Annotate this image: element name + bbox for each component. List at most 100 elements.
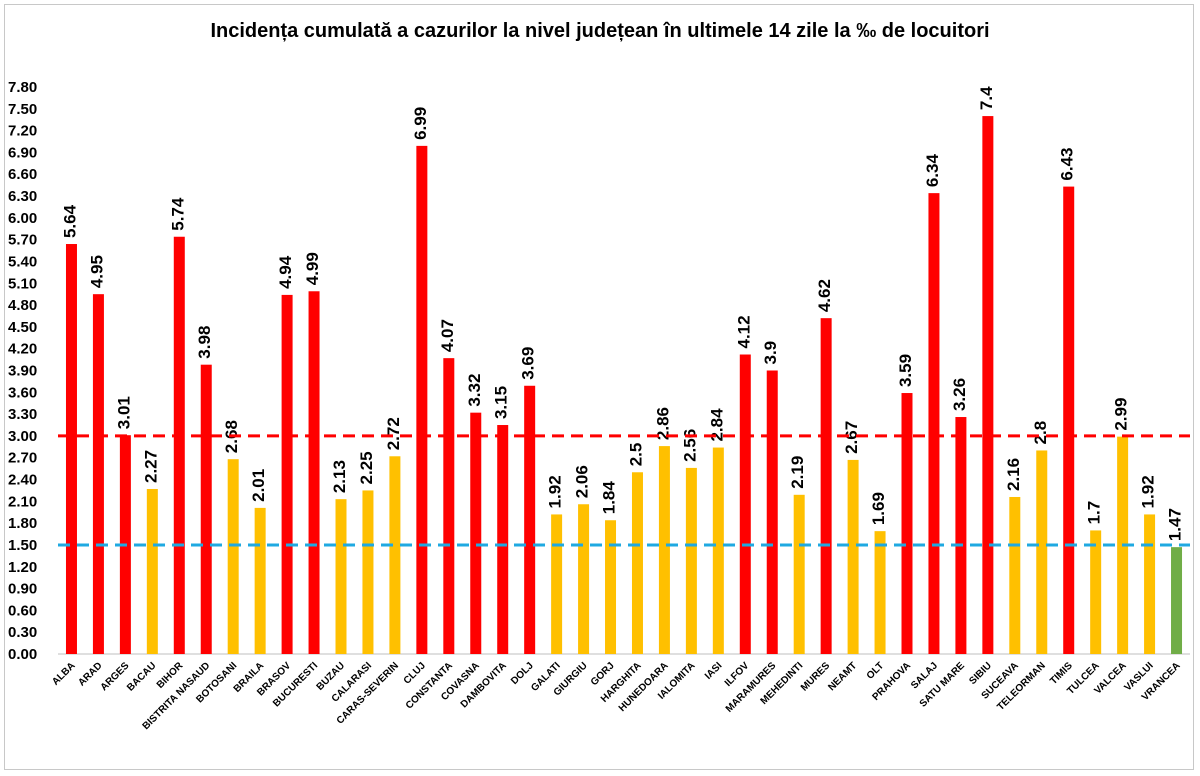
data-label: 2.27 bbox=[141, 450, 160, 483]
data-label: 2.72 bbox=[384, 417, 403, 450]
y-tick-label: 7.50 bbox=[8, 101, 37, 118]
data-label: 2.67 bbox=[842, 421, 861, 454]
y-tick-label: 3.60 bbox=[8, 384, 37, 401]
x-tick-label: IASI bbox=[703, 660, 725, 682]
x-tick-label: BACAU bbox=[125, 660, 158, 693]
data-label: 2.19 bbox=[788, 456, 807, 489]
data-label: 6.34 bbox=[923, 153, 942, 187]
data-label: 4.07 bbox=[438, 319, 457, 352]
data-label: 3.69 bbox=[519, 347, 538, 380]
data-label: 7.4 bbox=[977, 86, 996, 110]
data-label: 4.12 bbox=[734, 315, 753, 348]
data-label: 2.8 bbox=[1031, 421, 1050, 445]
y-tick-label: 6.90 bbox=[8, 144, 37, 161]
data-label: 4.62 bbox=[815, 279, 834, 312]
bar bbox=[928, 193, 940, 654]
data-label: 4.94 bbox=[276, 255, 295, 289]
y-tick-label: 6.60 bbox=[8, 166, 37, 183]
bar bbox=[416, 145, 428, 654]
bar bbox=[1144, 514, 1156, 654]
y-tick-label: 2.10 bbox=[8, 493, 37, 510]
data-label: 3.98 bbox=[195, 326, 214, 359]
bar bbox=[847, 459, 859, 654]
y-tick-label: 5.10 bbox=[8, 275, 37, 292]
bar bbox=[712, 447, 724, 654]
data-label: 2.5 bbox=[626, 443, 645, 467]
x-tick-label: NEAMT bbox=[826, 660, 859, 693]
bar bbox=[901, 393, 913, 654]
data-label: 1.92 bbox=[546, 475, 565, 508]
data-label: 4.99 bbox=[303, 252, 322, 285]
data-label: 2.13 bbox=[330, 460, 349, 493]
data-label: 1.47 bbox=[1166, 508, 1185, 541]
data-label: 1.7 bbox=[1085, 501, 1104, 525]
bar bbox=[497, 425, 509, 654]
data-label: 2.86 bbox=[653, 407, 672, 440]
y-tick-label: 0.30 bbox=[8, 624, 37, 641]
bar bbox=[982, 116, 994, 655]
data-label: 4.95 bbox=[87, 255, 106, 288]
data-label: 3.9 bbox=[761, 341, 780, 365]
y-tick-label: 4.20 bbox=[8, 341, 37, 358]
bar bbox=[578, 504, 590, 654]
y-tick-label: 0.00 bbox=[8, 646, 37, 663]
data-label: 5.64 bbox=[60, 204, 79, 238]
data-label: 6.43 bbox=[1058, 147, 1077, 180]
bar bbox=[65, 244, 77, 654]
chart-title: Incidența cumulată a cazurilor la nivel … bbox=[210, 20, 990, 42]
data-label: 1.69 bbox=[869, 492, 888, 525]
data-label: 2.56 bbox=[680, 429, 699, 462]
bar bbox=[227, 459, 239, 654]
bar bbox=[1090, 530, 1102, 654]
bar bbox=[281, 294, 293, 654]
y-tick-label: 3.00 bbox=[8, 428, 37, 445]
y-tick-label: 0.90 bbox=[8, 581, 37, 598]
data-label: 2.01 bbox=[249, 469, 268, 502]
data-label: 1.92 bbox=[1139, 475, 1158, 508]
y-tick-label: 4.80 bbox=[8, 297, 37, 314]
y-tick-label: 3.30 bbox=[8, 406, 37, 423]
y-tick-label: 1.80 bbox=[8, 515, 37, 532]
y-tick-label: 2.40 bbox=[8, 472, 37, 489]
bar bbox=[470, 412, 482, 654]
x-tick-label: ALBA bbox=[50, 660, 77, 687]
x-tick-label: OLT bbox=[865, 660, 886, 681]
bar bbox=[1009, 496, 1021, 654]
bar bbox=[524, 385, 536, 654]
y-tick-label: 5.70 bbox=[8, 232, 37, 249]
y-tick-label: 7.80 bbox=[8, 79, 37, 96]
bar bbox=[793, 494, 805, 654]
bar bbox=[254, 507, 266, 654]
data-label: 2.16 bbox=[1004, 458, 1023, 491]
data-label: 3.32 bbox=[465, 374, 484, 407]
data-label: 3.01 bbox=[114, 396, 133, 429]
bar bbox=[443, 358, 455, 654]
data-label: 5.74 bbox=[168, 197, 187, 231]
bar bbox=[389, 456, 401, 654]
y-tick-label: 3.90 bbox=[8, 363, 37, 380]
bar bbox=[146, 488, 158, 654]
bar bbox=[1063, 186, 1075, 655]
bar bbox=[362, 490, 374, 654]
data-label: 6.99 bbox=[411, 107, 430, 140]
bar bbox=[820, 318, 832, 654]
data-label: 2.06 bbox=[573, 465, 592, 498]
bar bbox=[308, 291, 320, 654]
bar bbox=[551, 514, 563, 654]
bar bbox=[739, 354, 751, 654]
x-tick-label: MURES bbox=[799, 660, 833, 694]
y-tick-label: 5.40 bbox=[8, 253, 37, 270]
bar bbox=[766, 370, 778, 654]
y-tick-label: 4.50 bbox=[8, 319, 37, 336]
bar bbox=[685, 467, 697, 654]
bar bbox=[92, 294, 104, 654]
data-label: 1.84 bbox=[600, 481, 619, 515]
y-tick-label: 6.30 bbox=[8, 188, 37, 205]
y-tick-label: 7.20 bbox=[8, 123, 37, 140]
bar bbox=[955, 417, 967, 654]
bar bbox=[658, 446, 670, 654]
data-label: 2.84 bbox=[707, 408, 726, 442]
y-tick-label: 2.70 bbox=[8, 450, 37, 467]
y-tick-label: 1.20 bbox=[8, 559, 37, 576]
